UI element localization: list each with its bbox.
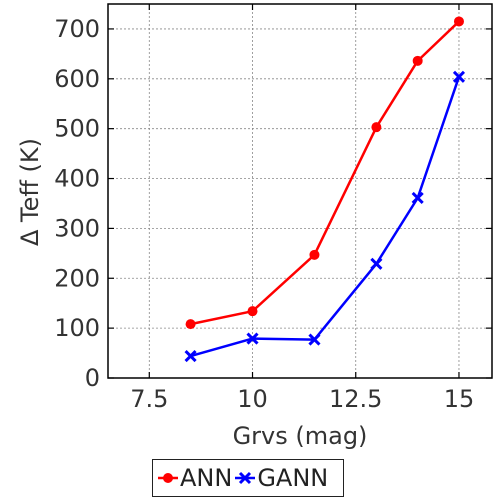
y-tick-label: 300 (54, 214, 100, 242)
series-line-ann (190, 20, 460, 326)
y-axis-label: Δ Teff (K) (16, 138, 44, 246)
x-tick-label: 15 (444, 385, 475, 413)
y-tick-label: 0 (85, 364, 100, 392)
y-tick-label: 100 (54, 314, 100, 342)
data-point-gann (308, 333, 321, 346)
ticks: 7.5 10 12.5 15 0 100 200 300 400 500 600 700 (54, 4, 492, 413)
x-tick-label: 10 (237, 385, 268, 413)
y-tick-label: 700 (54, 15, 100, 43)
y-tick-label: 600 (54, 65, 100, 93)
legend-item-ann: ANN (157, 464, 232, 492)
data-point-gann (370, 257, 383, 270)
data-point-ann (247, 306, 258, 317)
legend-item-gann: GANN (234, 464, 328, 492)
series-layer (184, 16, 466, 363)
grid (108, 4, 492, 379)
data-point-ann (412, 55, 423, 66)
data-point-gann (184, 349, 197, 363)
legend-swatch-gann (235, 471, 256, 485)
legend-label-ann: ANN (180, 464, 233, 492)
data-point-ann (371, 122, 382, 133)
y-tick-label: 400 (54, 165, 100, 193)
data-point-ann (309, 249, 320, 260)
x-axis-label: Grvs (mag) (233, 422, 368, 450)
x-tick-label: 12.5 (329, 385, 382, 413)
legend: ANN GANN (152, 459, 344, 497)
data-point-gann (246, 332, 259, 345)
y-tick-label: 200 (54, 264, 100, 292)
data-point-ann (453, 16, 464, 27)
data-point-gann (411, 191, 424, 205)
data-point-gann (452, 70, 466, 83)
plot-frame (107, 3, 493, 379)
data-point-ann (185, 319, 196, 330)
legend-swatch-ann (158, 473, 178, 483)
y-tick-label: 500 (54, 115, 100, 143)
x-tick-label: 7.5 (130, 385, 168, 413)
legend-label-gann: GANN (257, 464, 329, 492)
series-line-gann (190, 76, 461, 358)
